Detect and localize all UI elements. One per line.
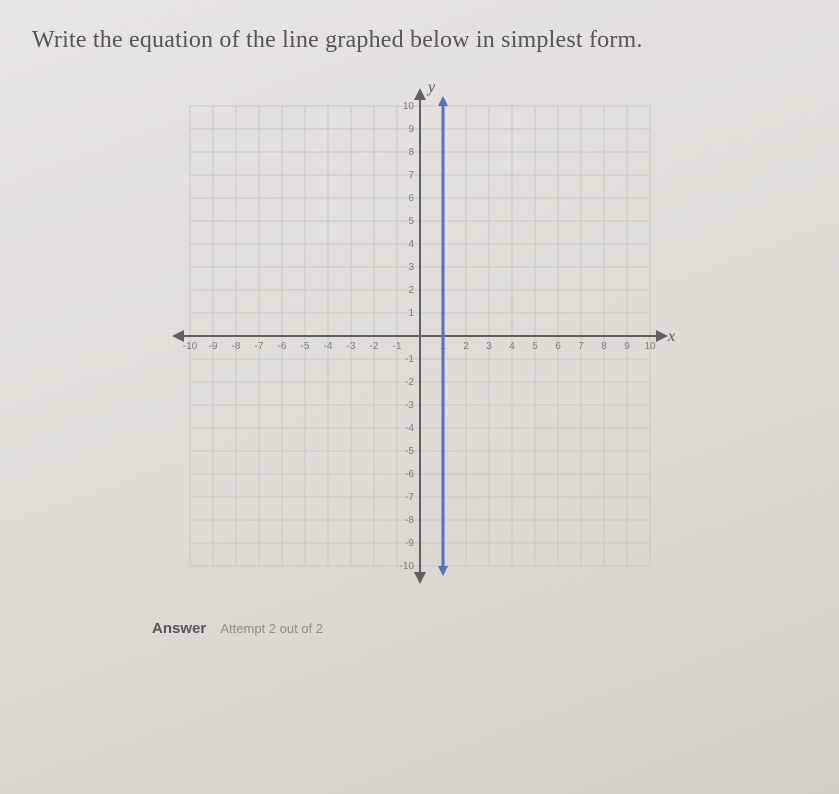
svg-text:-1: -1 <box>405 354 414 365</box>
svg-text:-4: -4 <box>405 423 414 434</box>
svg-text:x: x <box>667 328 675 345</box>
svg-text:-10: -10 <box>399 561 414 572</box>
svg-text:-9: -9 <box>405 538 414 549</box>
svg-text:4: 4 <box>509 341 515 352</box>
svg-text:-6: -6 <box>277 341 286 352</box>
svg-text:2: 2 <box>408 285 414 296</box>
svg-text:-5: -5 <box>300 341 309 352</box>
answer-row: Answer Attempt 2 out of 2 <box>152 620 807 637</box>
svg-text:-5: -5 <box>405 446 414 457</box>
svg-text:-8: -8 <box>405 515 414 526</box>
svg-text:3: 3 <box>486 341 492 352</box>
svg-text:7: 7 <box>578 341 584 352</box>
svg-text:-7: -7 <box>254 341 263 352</box>
svg-text:-4: -4 <box>323 341 332 352</box>
svg-text:-10: -10 <box>182 341 197 352</box>
svg-text:10: 10 <box>644 341 656 352</box>
svg-text:4: 4 <box>408 239 414 250</box>
attempt-text: Attempt 2 out of 2 <box>220 621 323 636</box>
svg-text:-2: -2 <box>369 341 378 352</box>
page-root: Write the equation of the line graphed b… <box>0 0 839 794</box>
svg-text:2: 2 <box>463 341 469 352</box>
svg-text:7: 7 <box>408 170 414 181</box>
svg-text:9: 9 <box>408 124 414 135</box>
svg-text:8: 8 <box>601 341 607 352</box>
svg-text:-3: -3 <box>346 341 355 352</box>
question-prompt: Write the equation of the line graphed b… <box>32 24 807 56</box>
svg-text:6: 6 <box>408 193 414 204</box>
svg-text:9: 9 <box>624 341 630 352</box>
svg-text:10: 10 <box>402 101 414 112</box>
svg-text:-1: -1 <box>392 341 401 352</box>
svg-text:8: 8 <box>408 147 414 158</box>
svg-text:y: y <box>426 79 436 96</box>
svg-text:-2: -2 <box>405 377 414 388</box>
svg-text:-3: -3 <box>405 400 414 411</box>
svg-text:1: 1 <box>408 308 414 319</box>
svg-text:6: 6 <box>555 341 561 352</box>
svg-text:5: 5 <box>408 216 414 227</box>
svg-text:3: 3 <box>408 262 414 273</box>
svg-text:-7: -7 <box>405 492 414 503</box>
svg-text:-6: -6 <box>405 469 414 480</box>
coordinate-graph: -10 -9 -8 -7 -6 -5 -4 -3 -2 -1 1 2 3 4 5 6 7 8 9 10 -10 -9 -8 -… <box>160 76 680 596</box>
graph-container: -10 -9 -8 -7 -6 -5 -4 -3 -2 -1 1 2 3 4 5 6 7 8 9 10 -10 -9 -8 -… <box>32 76 807 596</box>
svg-text:-8: -8 <box>231 341 240 352</box>
svg-text:5: 5 <box>532 341 538 352</box>
answer-label: Answer <box>152 620 206 637</box>
svg-text:-9: -9 <box>208 341 217 352</box>
